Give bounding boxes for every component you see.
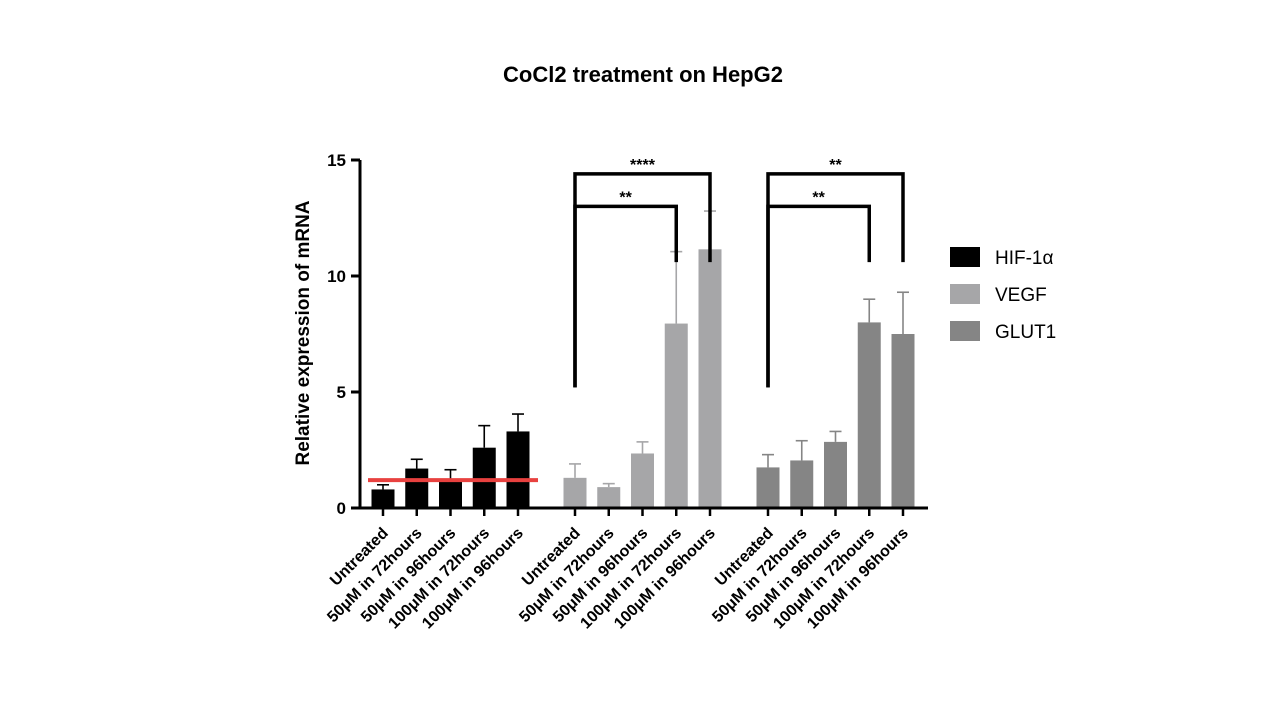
significance-bracket-3 <box>766 172 905 388</box>
bar-glut1-0 <box>756 467 780 508</box>
bar-hif-1-2 <box>439 480 462 508</box>
bars-layer <box>371 249 915 508</box>
significance-layer: ********** <box>573 157 905 388</box>
significance-bracket-2 <box>766 204 871 388</box>
y-tick-label-10: 10 <box>327 267 346 286</box>
bar-hif-1-4 <box>506 431 530 508</box>
significance-bracket-0 <box>573 204 678 388</box>
bar-glut1-2 <box>824 441 847 508</box>
y-tick-label-0: 0 <box>337 499 346 518</box>
bar-vegf-3 <box>664 323 688 508</box>
bar-glut1-3 <box>857 322 881 508</box>
y-tick-label-5: 5 <box>337 383 346 402</box>
significance-label-3: ** <box>829 157 842 174</box>
y-axis-label: Relative expression of mRNA <box>293 200 314 465</box>
bar-glut1-1 <box>790 460 814 508</box>
legend-swatch-vegf <box>950 284 980 304</box>
significance-label-1: **** <box>630 157 656 174</box>
legend-swatch-glut1 <box>950 321 980 341</box>
significance-bracket-1 <box>573 172 712 388</box>
legend-label-glut1: GLUT1 <box>995 322 1056 343</box>
chart-title: CoCl2 treatment on HepG2 <box>503 62 783 87</box>
bar-vegf-0 <box>563 477 587 508</box>
bar-hif-1-3 <box>472 447 496 508</box>
error-bars-layer <box>377 210 909 490</box>
significance-label-0: ** <box>619 189 632 206</box>
bar-vegf-2 <box>631 453 654 508</box>
legend-swatch-hif-1 <box>950 247 980 267</box>
legend-label-hif-1: HIF-1α <box>995 248 1054 269</box>
bar-hif-1-1 <box>405 468 429 508</box>
bar-hif-1-0 <box>371 489 395 508</box>
legend: HIF-1α VEGF GLUT1 <box>950 247 1056 343</box>
significance-label-2: ** <box>812 189 825 206</box>
bar-vegf-1 <box>597 487 621 508</box>
legend-label-vegf: VEGF <box>995 285 1047 306</box>
bar-vegf-4 <box>698 249 722 508</box>
bar-glut1-4 <box>891 334 915 508</box>
y-tick-label-15: 15 <box>327 151 346 170</box>
